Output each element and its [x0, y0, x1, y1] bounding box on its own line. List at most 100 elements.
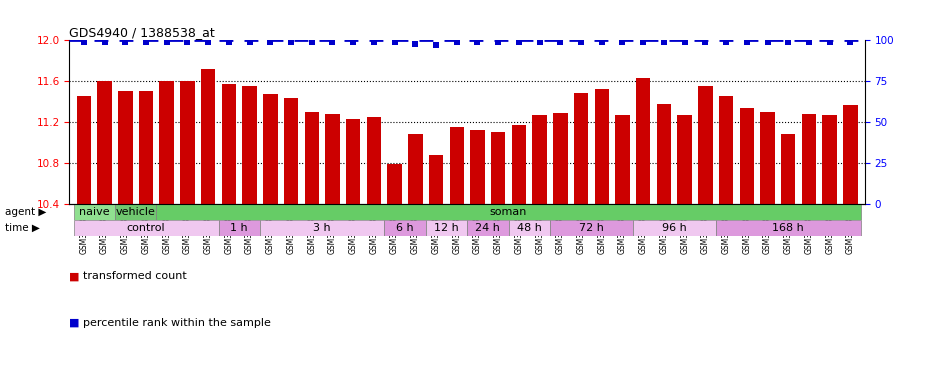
Point [117, 39, 132, 45]
Bar [304, 112, 319, 204]
Bar [77, 96, 92, 204]
Point [159, 39, 174, 45]
Text: 1 h: 1 h [230, 223, 248, 233]
Point [698, 39, 713, 45]
Bar [509, 220, 550, 236]
Point [77, 39, 92, 45]
Point [470, 39, 485, 45]
Text: naive: naive [79, 207, 109, 217]
Bar [97, 81, 112, 204]
Text: agent ▶: agent ▶ [5, 207, 46, 217]
Point [739, 39, 754, 45]
Text: transformed count: transformed count [83, 271, 187, 281]
Point [574, 39, 588, 45]
Point [532, 39, 547, 45]
Bar [450, 127, 464, 204]
Bar [408, 134, 423, 204]
Bar [159, 81, 174, 204]
Text: 168 h: 168 h [772, 223, 804, 233]
Bar [657, 104, 672, 204]
Point [242, 39, 257, 45]
Bar [426, 220, 467, 236]
Point [553, 39, 568, 45]
Bar [260, 220, 384, 236]
Bar [760, 112, 775, 204]
Bar [388, 164, 401, 204]
Point [408, 41, 423, 47]
Bar [346, 119, 361, 204]
Text: 6 h: 6 h [396, 223, 413, 233]
Bar [156, 204, 861, 220]
Point [512, 39, 526, 45]
Text: control: control [127, 223, 166, 233]
Point [284, 39, 299, 45]
Bar [512, 125, 526, 204]
Bar [73, 220, 218, 236]
Point [428, 42, 443, 48]
Text: GDS4940 / 1388538_at: GDS4940 / 1388538_at [69, 26, 216, 39]
Text: ■: ■ [69, 318, 80, 328]
Point [201, 39, 216, 45]
Bar [574, 93, 588, 204]
Bar [698, 86, 712, 204]
Point [843, 39, 857, 45]
Bar [366, 117, 381, 204]
Bar [218, 220, 260, 236]
Bar [740, 108, 754, 204]
Bar [222, 84, 236, 204]
Bar [263, 94, 278, 204]
Point [781, 39, 796, 45]
Point [657, 39, 672, 45]
Bar [284, 98, 298, 204]
Bar [115, 204, 156, 220]
Bar [201, 69, 216, 204]
Point [635, 39, 650, 45]
Bar [533, 115, 547, 204]
Text: 3 h: 3 h [314, 223, 331, 233]
Point [180, 39, 195, 45]
Point [139, 39, 154, 45]
Point [221, 39, 236, 45]
Point [346, 39, 361, 45]
Text: 72 h: 72 h [579, 223, 604, 233]
Bar [139, 91, 154, 204]
Bar [843, 104, 857, 204]
Bar [677, 115, 692, 204]
Point [388, 39, 402, 45]
Point [822, 39, 837, 45]
Text: 48 h: 48 h [517, 223, 542, 233]
Text: ■: ■ [69, 271, 80, 281]
Point [366, 39, 381, 45]
Bar [467, 220, 509, 236]
Point [304, 39, 319, 45]
Point [677, 39, 692, 45]
Bar [470, 130, 485, 204]
Bar [550, 220, 633, 236]
Point [595, 39, 610, 45]
Bar [429, 154, 443, 204]
Bar [719, 96, 734, 204]
Point [97, 39, 112, 45]
Point [450, 39, 464, 45]
Bar [326, 114, 339, 204]
Point [263, 39, 278, 45]
Bar [595, 89, 609, 204]
Text: 12 h: 12 h [434, 223, 459, 233]
Bar [180, 81, 194, 204]
Bar [73, 204, 115, 220]
Bar [553, 113, 568, 204]
Bar [716, 220, 861, 236]
Text: percentile rank within the sample: percentile rank within the sample [83, 318, 271, 328]
Point [719, 39, 734, 45]
Bar [118, 91, 132, 204]
Bar [802, 114, 816, 204]
Text: 96 h: 96 h [662, 223, 686, 233]
Bar [636, 78, 650, 204]
Bar [491, 132, 505, 204]
Point [615, 39, 630, 45]
Text: 24 h: 24 h [475, 223, 500, 233]
Point [491, 39, 506, 45]
Text: vehicle: vehicle [116, 207, 155, 217]
Bar [781, 134, 796, 204]
Text: time ▶: time ▶ [5, 223, 40, 233]
